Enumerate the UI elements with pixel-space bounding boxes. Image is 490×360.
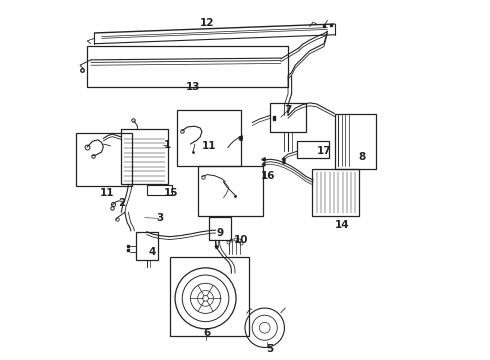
Bar	[170, 257, 248, 336]
Text: 7: 7	[284, 105, 292, 115]
Text: 15: 15	[164, 188, 179, 198]
Text: 6: 6	[204, 328, 211, 338]
Text: 17: 17	[317, 146, 331, 156]
Text: 11: 11	[202, 141, 217, 151]
Text: 2: 2	[118, 198, 125, 208]
Text: 9: 9	[216, 228, 223, 238]
Text: 4: 4	[148, 247, 155, 257]
Bar	[76, 134, 132, 186]
Text: 12: 12	[200, 18, 215, 28]
Bar	[335, 114, 376, 169]
Text: 3: 3	[156, 213, 163, 223]
Bar	[313, 169, 359, 216]
Bar	[136, 231, 158, 260]
Bar	[209, 217, 231, 240]
Text: 5: 5	[267, 343, 274, 354]
Bar	[87, 45, 288, 87]
Bar	[270, 103, 306, 132]
Bar	[122, 129, 168, 184]
Text: 10: 10	[234, 235, 248, 245]
Bar	[198, 166, 263, 216]
Text: 1: 1	[164, 140, 171, 150]
Text: 11: 11	[99, 188, 114, 198]
Text: 14: 14	[335, 220, 349, 230]
Text: 13: 13	[186, 82, 200, 92]
Bar	[147, 185, 172, 195]
Text: 16: 16	[261, 171, 275, 181]
Text: 8: 8	[358, 152, 365, 162]
Bar	[177, 110, 242, 166]
Bar	[297, 140, 329, 158]
